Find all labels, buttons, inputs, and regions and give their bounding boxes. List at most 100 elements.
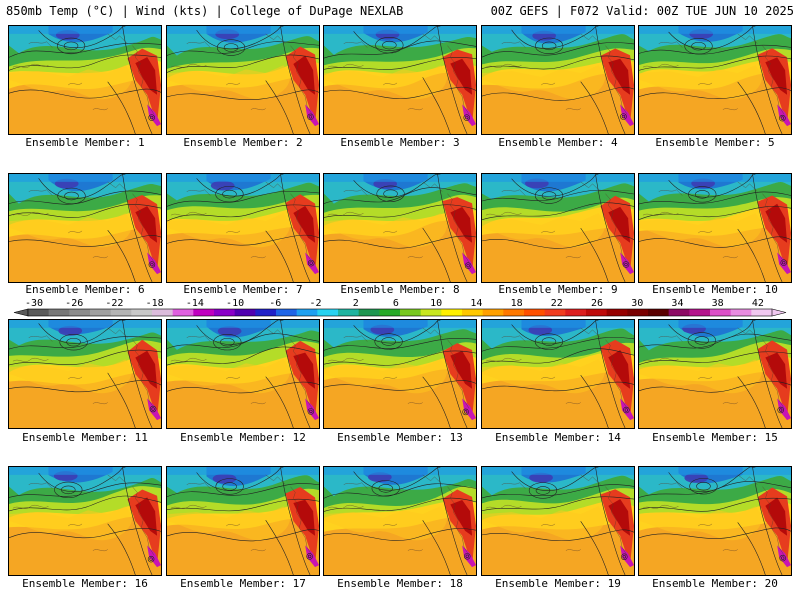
- ensemble-member-label: Ensemble Member: 5: [655, 136, 775, 149]
- colorbar-swatch: [544, 309, 566, 316]
- colorbar-swatch: [152, 309, 174, 316]
- colorbar-swatch: [172, 309, 194, 316]
- colorbar-swatch: [751, 309, 773, 316]
- ensemble-member-panel: [323, 466, 477, 576]
- colorbar-tick-label: 38: [712, 298, 724, 309]
- temperature-map: [482, 26, 634, 134]
- colorbar-tick-label: 18: [511, 298, 523, 309]
- colorbar-right-arrow: [771, 308, 787, 317]
- colorbar-swatch: [255, 309, 277, 316]
- colorbar-tick-label: 14: [470, 298, 482, 309]
- temperature-map: [324, 26, 476, 134]
- colorbar-swatch: [524, 309, 546, 316]
- temperature-map: [639, 26, 791, 134]
- colorbar-left-arrow: [13, 308, 29, 317]
- colorbar-swatch: [606, 309, 628, 316]
- header-left-title: 850mb Temp (°C) | Wind (kts) | College o…: [6, 4, 404, 18]
- ensemble-member-label: Ensemble Member: 4: [498, 136, 618, 149]
- ensemble-member-label: Ensemble Member: 20: [652, 577, 778, 590]
- temperature-map: [9, 320, 161, 428]
- ensemble-member-panel: [323, 173, 477, 283]
- colorbar-tick-label: -22: [105, 298, 123, 309]
- colorbar-swatch: [69, 309, 91, 316]
- colorbar-swatch: [28, 309, 50, 316]
- temperature-map: [167, 320, 319, 428]
- temperature-map: [167, 174, 319, 282]
- ensemble-member-panel: [166, 466, 320, 576]
- temperature-map: [482, 174, 634, 282]
- colorbar-swatch: [131, 309, 153, 316]
- ensemble-member-label: Ensemble Member: 2: [183, 136, 303, 149]
- colorbar-tick-label: -14: [186, 298, 204, 309]
- ensemble-member-panel: [166, 173, 320, 283]
- colorbar-swatch: [193, 309, 215, 316]
- ensemble-member-panel: [166, 25, 320, 135]
- colorbar-tick-label: -2: [309, 298, 321, 309]
- temperature-map: [324, 174, 476, 282]
- colorbar-swatch: [358, 309, 380, 316]
- ensemble-member-label: Ensemble Member: 19: [495, 577, 621, 590]
- ensemble-member-label: Ensemble Member: 7: [183, 283, 303, 296]
- ensemble-member-panel: [8, 466, 162, 576]
- ensemble-member-panel: [638, 173, 792, 283]
- ensemble-member-panel: [481, 25, 635, 135]
- ensemble-member-label: Ensemble Member: 13: [337, 431, 463, 444]
- temperature-map: [167, 467, 319, 575]
- colorbar-swatch: [317, 309, 339, 316]
- colorbar-swatch: [668, 309, 690, 316]
- ensemble-member-panel: [638, 319, 792, 429]
- ensemble-member-panel: [8, 25, 162, 135]
- colorbar-tick-label: 2: [353, 298, 359, 309]
- ensemble-member-label: Ensemble Member: 3: [340, 136, 460, 149]
- temperature-map: [9, 26, 161, 134]
- colorbar-swatch: [90, 309, 112, 316]
- colorbar-swatch: [627, 309, 649, 316]
- colorbar-swatch: [338, 309, 360, 316]
- colorbar-tick-label: 34: [671, 298, 683, 309]
- temperature-map: [9, 174, 161, 282]
- colorbar-swatch: [586, 309, 608, 316]
- temperature-map: [639, 174, 791, 282]
- colorbar-tick-label: 26: [591, 298, 603, 309]
- colorbar-tick-label: -10: [226, 298, 244, 309]
- header-right-title: 00Z GEFS | F072 Valid: 00Z TUE JUN 10 20…: [490, 4, 794, 18]
- colorbar-swatch: [730, 309, 752, 316]
- ensemble-member-panel: [638, 466, 792, 576]
- colorbar-swatch: [710, 309, 732, 316]
- colorbar-swatch: [503, 309, 525, 316]
- ensemble-member-label: Ensemble Member: 1: [25, 136, 145, 149]
- ensemble-member-panel: [481, 173, 635, 283]
- colorbar-tick-label: -6: [269, 298, 281, 309]
- colorbar-swatch: [214, 309, 236, 316]
- ensemble-member-label: Ensemble Member: 6: [25, 283, 145, 296]
- temperature-map: [482, 320, 634, 428]
- colorbar-tick-label: 30: [631, 298, 643, 309]
- colorbar-swatch: [234, 309, 256, 316]
- ensemble-member-panel: [8, 173, 162, 283]
- ensemble-member-label: Ensemble Member: 14: [495, 431, 621, 444]
- colorbar-swatch: [648, 309, 670, 316]
- temperature-map: [324, 467, 476, 575]
- ensemble-member-panel: [481, 319, 635, 429]
- ensemble-member-label: Ensemble Member: 9: [498, 283, 618, 296]
- colorbar-tick-label: -26: [65, 298, 83, 309]
- colorbar-tick-label: 42: [752, 298, 764, 309]
- temperature-map: [639, 320, 791, 428]
- ensemble-member-label: Ensemble Member: 10: [652, 283, 778, 296]
- colorbar-tick-label: -18: [146, 298, 164, 309]
- ensemble-member-panel: [481, 466, 635, 576]
- ensemble-member-label: Ensemble Member: 12: [180, 431, 306, 444]
- colorbar-swatch: [110, 309, 132, 316]
- ensemble-member-label: Ensemble Member: 11: [22, 431, 148, 444]
- ensemble-member-label: Ensemble Member: 15: [652, 431, 778, 444]
- ensemble-member-panel: [8, 319, 162, 429]
- temperature-map: [482, 467, 634, 575]
- colorbar-svg: -30 -26 -22 -18 -14 -10 -6 -2 2 6 10 14 18 22 26 30 34 38…: [13, 298, 787, 317]
- colorbar-swatch: [420, 309, 442, 316]
- colorbar-swatch: [296, 309, 318, 316]
- temperature-map: [639, 467, 791, 575]
- colorbar: -30 -26 -22 -18 -14 -10 -6 -2 2 6 10 14 18 22 26 30 34 38…: [10, 297, 790, 317]
- ensemble-member-label: Ensemble Member: 16: [22, 577, 148, 590]
- colorbar-swatch: [379, 309, 401, 316]
- colorbar-swatch: [48, 309, 70, 316]
